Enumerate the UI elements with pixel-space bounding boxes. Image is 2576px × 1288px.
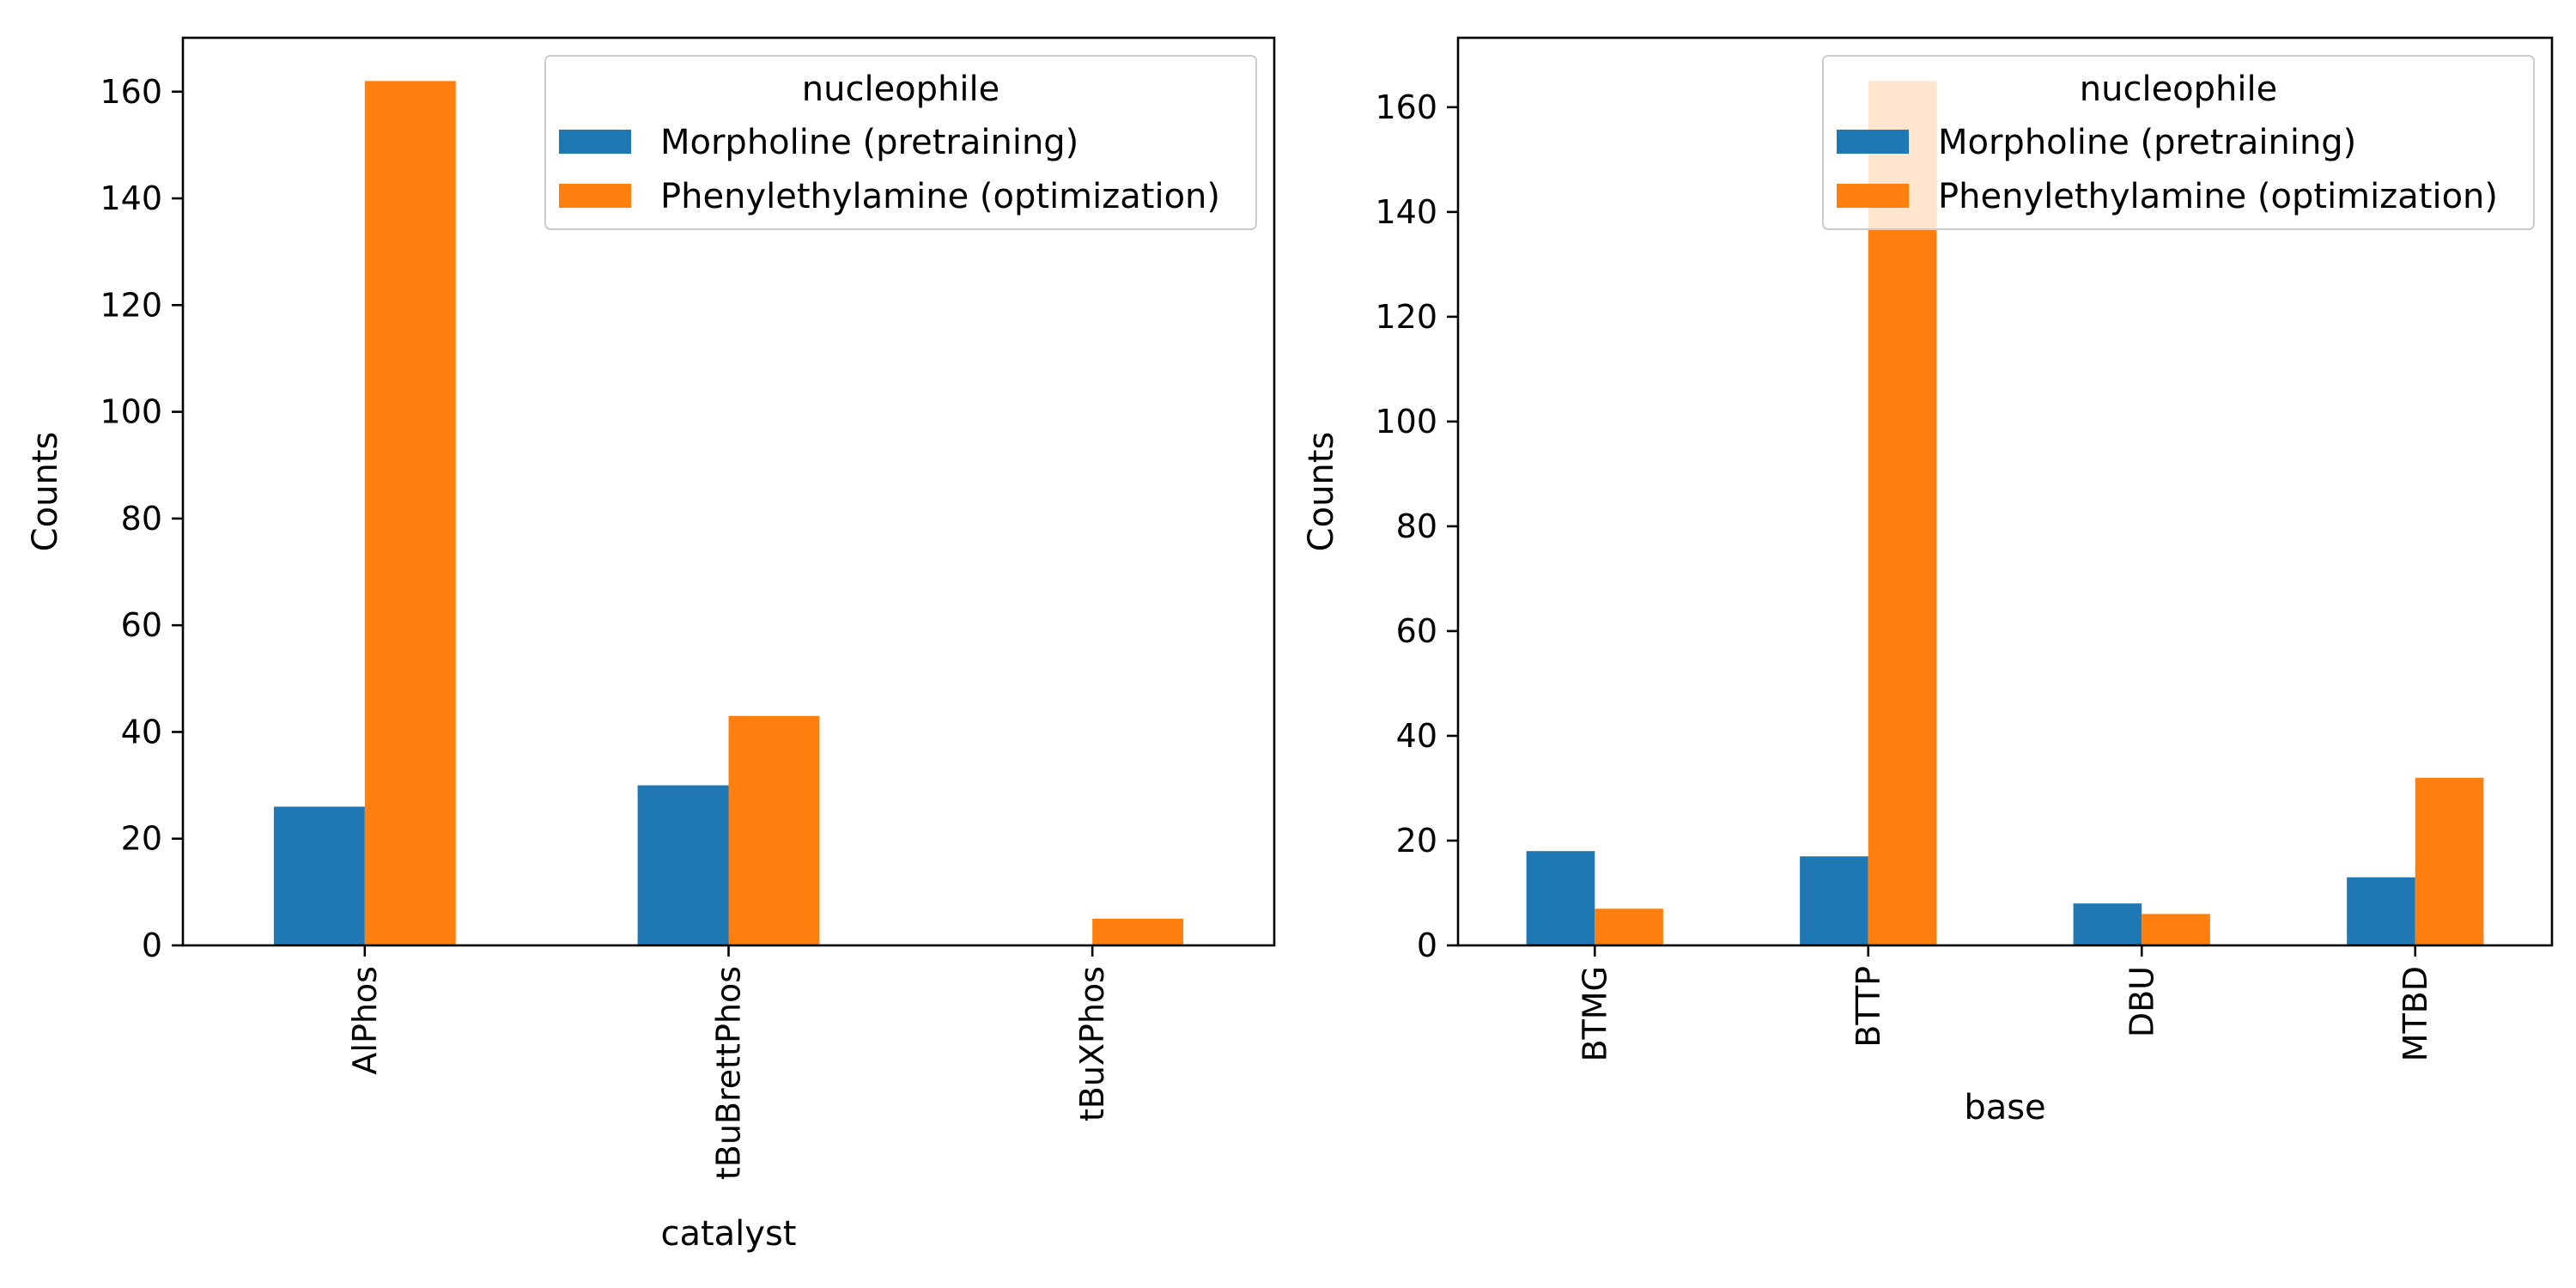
base-x-axis-ticks: BTMG BTTP DBU MTBD bbox=[1576, 945, 2434, 1062]
base-chart-panel: 0 20 40 60 80 100 120 140 160 BTMG BTTP DBU MTBD Co… bbox=[1302, 36, 2554, 1127]
base-y-tick-label-120: 120 bbox=[1375, 298, 1437, 336]
catalyst-y-tick-label-40: 40 bbox=[121, 713, 162, 750]
base-y-tick-label-100: 100 bbox=[1375, 403, 1437, 440]
base-bar-dbu-morpholine bbox=[2073, 903, 2142, 945]
base-y-tick-label-140: 140 bbox=[1375, 193, 1437, 231]
base-y-axis-title: Counts bbox=[1302, 432, 1341, 552]
catalyst-legend-title: nucleophile bbox=[802, 70, 999, 109]
catalyst-chart-panel: 0 20 40 60 80 100 120 140 160 AlPhos tBuBrettPhos… bbox=[26, 36, 1276, 1254]
catalyst-bar-tbubrettphos-morpholine bbox=[637, 785, 729, 945]
catalyst-y-tick-label-160: 160 bbox=[100, 73, 162, 111]
base-bar-btmg-phenylethylamine bbox=[1595, 908, 1663, 945]
base-bar-bttp-morpholine bbox=[1800, 856, 1868, 945]
base-bar-dbu-phenylethylamine bbox=[2142, 914, 2210, 945]
base-legend: nucleophile Morpholine (pretraining) Phe… bbox=[1822, 55, 2535, 230]
catalyst-legend-swatch-phenylethylamine bbox=[559, 184, 631, 208]
catalyst-y-tick-label-80: 80 bbox=[121, 500, 162, 538]
catalyst-x-axis-ticks: AlPhos tBuBrettPhos tBuXPhos bbox=[346, 945, 1111, 1180]
base-y-tick-label-160: 160 bbox=[1375, 88, 1437, 126]
base-legend-label-phenylethylamine: Phenylethylamine (optimization) bbox=[1938, 177, 2498, 216]
base-x-tick-label-btmg: BTMG bbox=[1576, 966, 1613, 1062]
catalyst-y-tick-label-100: 100 bbox=[100, 393, 162, 431]
catalyst-bar-alphos-morpholine bbox=[273, 806, 365, 945]
base-legend-swatch-phenylethylamine bbox=[1837, 184, 1909, 208]
base-legend-box bbox=[1822, 55, 2535, 230]
base-bar-btmg-morpholine bbox=[1526, 851, 1595, 945]
catalyst-y-axis-title: Counts bbox=[26, 432, 65, 552]
base-y-tick-label-20: 20 bbox=[1396, 822, 1437, 860]
catalyst-x-tick-label-alphos: AlPhos bbox=[346, 966, 384, 1075]
base-x-tick-label-mtbd: MTBD bbox=[2397, 966, 2434, 1061]
base-y-tick-label-80: 80 bbox=[1396, 507, 1437, 545]
base-bar-mtbd-phenylethylamine bbox=[2415, 777, 2484, 945]
catalyst-legend-box bbox=[544, 55, 1257, 230]
base-y-tick-label-60: 60 bbox=[1396, 612, 1437, 650]
catalyst-y-axis-ticks: 0 20 40 60 80 100 120 140 160 bbox=[100, 73, 183, 964]
catalyst-y-tick-label-60: 60 bbox=[121, 606, 162, 644]
catalyst-bars bbox=[273, 81, 1184, 946]
base-y-axis-ticks: 0 20 40 60 80 100 120 140 160 bbox=[1375, 88, 1458, 964]
base-y-tick-label-40: 40 bbox=[1396, 717, 1437, 755]
catalyst-bar-tbuxphos-phenylethylamine bbox=[1092, 918, 1184, 945]
base-x-tick-label-dbu: DBU bbox=[2123, 966, 2160, 1037]
base-x-tick-label-bttp: BTTP bbox=[1850, 966, 1887, 1048]
base-legend-swatch-morpholine bbox=[1837, 130, 1909, 154]
base-y-tick-label-0: 0 bbox=[1417, 927, 1437, 964]
base-legend-title: nucleophile bbox=[2080, 70, 2277, 109]
base-legend-label-morpholine: Morpholine (pretraining) bbox=[1938, 123, 2356, 162]
base-bar-mtbd-morpholine bbox=[2347, 877, 2415, 945]
catalyst-legend-label-morpholine: Morpholine (pretraining) bbox=[660, 123, 1078, 162]
catalyst-y-tick-label-20: 20 bbox=[121, 820, 162, 858]
catalyst-y-tick-label-140: 140 bbox=[100, 179, 162, 217]
catalyst-bar-alphos-phenylethylamine bbox=[364, 81, 456, 946]
catalyst-legend-swatch-morpholine bbox=[559, 130, 631, 154]
catalyst-bar-tbubrettphos-phenylethylamine bbox=[728, 715, 820, 945]
catalyst-x-axis-title: catalyst bbox=[660, 1214, 796, 1254]
catalyst-legend-label-phenylethylamine: Phenylethylamine (optimization) bbox=[660, 177, 1220, 216]
catalyst-x-tick-label-tbubrettphos: tBuBrettPhos bbox=[710, 966, 748, 1180]
catalyst-y-tick-label-0: 0 bbox=[142, 927, 162, 964]
catalyst-legend: nucleophile Morpholine (pretraining) Phe… bbox=[544, 55, 1257, 230]
catalyst-y-tick-label-120: 120 bbox=[100, 286, 162, 324]
catalyst-x-tick-label-tbuxphos: tBuXPhos bbox=[1073, 966, 1111, 1121]
base-x-axis-title: base bbox=[1964, 1088, 2045, 1127]
base-plot-frame bbox=[1456, 36, 2554, 947]
